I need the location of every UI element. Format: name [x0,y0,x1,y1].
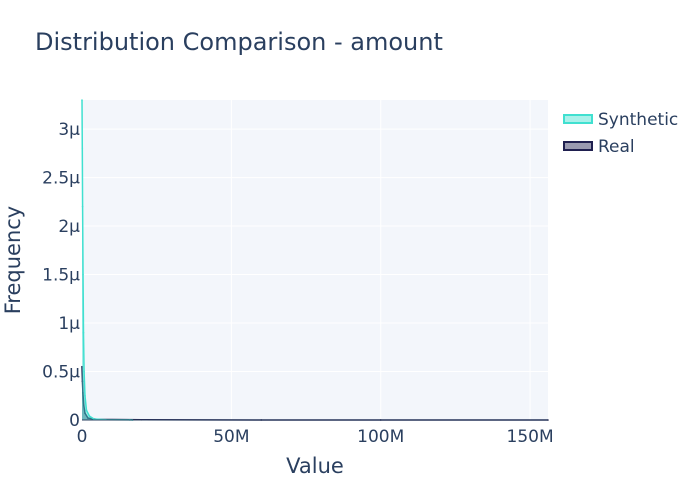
data-point-synthetic [82,274,84,276]
x-tick-label: 100M [357,427,404,447]
y-tick-label: 3μ [58,120,80,140]
y-tick-label: 2.5μ [42,169,80,189]
data-point-synthetic [84,395,86,397]
x-axis-title: Value [286,454,344,478]
y-tick-label: 2μ [58,217,80,237]
legend-label: Real [598,137,635,157]
data-point-synthetic [81,99,83,101]
data-point-synthetic [83,332,85,334]
data-point-synthetic [82,206,84,208]
data-point-synthetic [89,415,91,417]
x-tick-label: 50M [213,427,249,447]
data-point-synthetic [81,148,83,150]
x-tick-label: 150M [507,427,554,447]
y-tick-label: 0.5μ [42,363,80,383]
y-tick-label: 1μ [58,314,80,334]
legend-swatch [564,142,592,150]
x-tick-label: 0 [77,427,88,447]
data-point-synthetic [86,410,88,412]
legend-swatch [564,115,592,123]
data-point-synthetic [83,371,85,373]
y-axis-title: Frequency [1,206,25,315]
chart-title: Distribution Comparison - amount [35,28,443,56]
legend-label: Synthetic [598,110,678,130]
y-tick-label: 1.5μ [42,266,80,286]
